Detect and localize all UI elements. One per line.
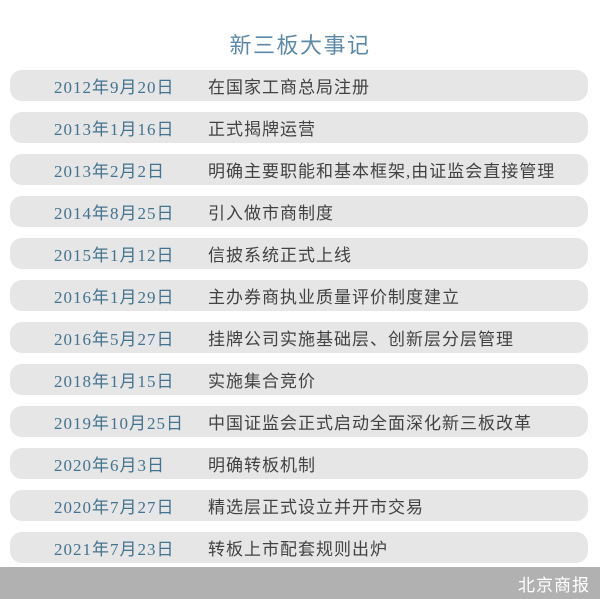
timeline-row: 2019年10月25日 中国证监会正式启动全面深化新三板改革 [10,406,588,437]
timeline-date: 2016年5月27日 [54,330,175,349]
timeline-row: 2016年5月27日 挂牌公司实施基础层、创新层分层管理 [10,322,588,353]
timeline-event: 转板上市配套规则出炉 [208,540,388,559]
publisher-brand: 北京商报 [518,575,590,595]
timeline-event: 明确主要职能和基本框架,由证监会直接管理 [208,162,556,181]
timeline-row: 2013年1月16日 正式揭牌运营 [10,112,588,143]
timeline-row: 2015年1月12日 信披系统正式上线 [10,238,588,269]
timeline-event: 精选层正式设立并开市交易 [208,498,424,517]
timeline-row: 2021年7月23日 转板上市配套规则出炉 [10,532,588,563]
timeline-event: 实施集合竞价 [208,372,316,391]
timeline-row: 2013年2月2日 明确主要职能和基本框架,由证监会直接管理 [10,154,588,185]
timeline-row: 2020年7月27日 精选层正式设立并开市交易 [10,490,588,521]
timeline-row: 2014年8月25日 引入做市商制度 [10,196,588,227]
timeline-date: 2012年9月20日 [54,78,175,97]
timeline-date: 2021年7月23日 [54,540,175,559]
timeline-date: 2016年1月29日 [54,288,175,307]
timeline-date: 2018年1月15日 [54,372,175,391]
timeline-date: 2014年8月25日 [54,204,175,223]
timeline-event: 信披系统正式上线 [208,246,352,265]
timeline-row: 2016年1月29日 主办券商执业质量评价制度建立 [10,280,588,311]
timeline-date: 2013年1月16日 [54,120,175,139]
page-title: 新三板大事记 [229,33,371,58]
timeline-date: 2013年2月2日 [54,162,165,181]
timeline-row: 2020年6月3日 明确转板机制 [10,448,588,479]
timeline-date: 2020年6月3日 [54,456,165,475]
timeline-date: 2019年10月25日 [54,414,184,433]
timeline-event: 主办券商执业质量评价制度建立 [208,288,460,307]
timeline-event: 挂牌公司实施基础层、创新层分层管理 [208,330,514,349]
footer-bar: 北京商报 [0,567,600,599]
timeline-row: 2018年1月15日 实施集合竞价 [10,364,588,395]
timeline-event: 中国证监会正式启动全面深化新三板改革 [208,414,532,433]
timeline-row: 2012年9月20日 在国家工商总局注册 [10,70,588,101]
timeline-date: 2020年7月27日 [54,498,175,517]
timeline-list: 2012年9月20日 在国家工商总局注册 2013年1月16日 正式揭牌运营 2… [10,70,588,574]
timeline-event: 在国家工商总局注册 [208,78,370,97]
timeline-event: 明确转板机制 [208,456,316,475]
timeline-date: 2015年1月12日 [54,246,175,265]
timeline-event: 引入做市商制度 [208,204,334,223]
timeline-event: 正式揭牌运营 [208,120,316,139]
